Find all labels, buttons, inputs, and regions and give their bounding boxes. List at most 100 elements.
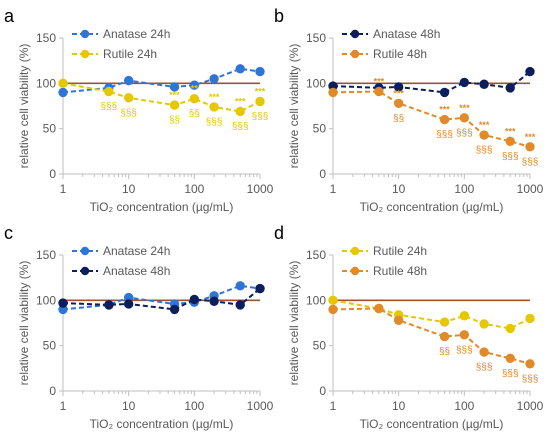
y-tick-label: 50 <box>43 122 57 136</box>
x-tick-label: 1 <box>330 399 337 413</box>
significance-sections: §§§ <box>232 121 249 132</box>
data-point <box>209 74 219 84</box>
data-point <box>479 347 489 357</box>
x-tick-label: 1 <box>330 182 337 196</box>
y-axis-title: relative cell viability (%) <box>287 44 301 169</box>
data-point <box>479 79 489 89</box>
legend-label: Anatase 24h <box>103 27 170 41</box>
data-point <box>189 80 200 90</box>
y-tick-label: 150 <box>306 31 326 45</box>
legend-marker <box>80 29 90 39</box>
data-point <box>58 78 68 89</box>
data-point <box>123 93 134 103</box>
data-point <box>525 142 535 152</box>
legend-marker <box>80 266 90 276</box>
data-point <box>374 303 384 314</box>
data-point <box>328 304 338 315</box>
x-axis-title: TiO₂ concentration (µg/mL) <box>360 200 504 214</box>
significance-sections: §§§ <box>476 145 493 156</box>
data-point <box>189 94 200 104</box>
legend-marker <box>350 29 360 39</box>
data-point <box>374 86 384 97</box>
y-tick-label: 50 <box>43 339 57 353</box>
legend-marker <box>350 246 360 256</box>
significance-sections: §§§ <box>502 151 519 162</box>
x-tick-label: 1000 <box>517 182 544 196</box>
significance-stars: *** <box>479 120 490 130</box>
y-tick-label: 150 <box>36 248 56 262</box>
x-tick-label: 100 <box>454 182 474 196</box>
significance-sections: §§§ <box>456 345 473 356</box>
significance-sections: §§ <box>393 113 404 124</box>
series-line <box>332 307 531 365</box>
y-tick-label: 50 <box>313 339 327 353</box>
significance-stars: ** <box>191 84 199 94</box>
significance-stars: *** <box>525 132 536 142</box>
significance-sections: §§§ <box>522 374 539 385</box>
x-tick-label: 10 <box>122 399 136 413</box>
series-line <box>62 287 261 311</box>
legend-label: Anatase 48h <box>373 27 440 41</box>
data-point <box>123 299 134 309</box>
data-point <box>459 311 470 321</box>
data-point <box>328 87 338 98</box>
data-point <box>235 64 245 74</box>
data-point <box>104 300 114 310</box>
data-point <box>209 102 219 112</box>
panel-label: b <box>274 6 284 26</box>
data-point <box>235 106 245 117</box>
data-point <box>104 86 114 97</box>
data-point <box>209 296 219 306</box>
data-point <box>123 75 134 86</box>
significance-sections: §§§ <box>101 101 118 112</box>
significance-stars: *** <box>505 126 516 136</box>
data-point <box>169 82 180 92</box>
y-axis-title: relative cell viability (%) <box>17 44 31 169</box>
y-axis-title: relative cell viability (%) <box>17 261 31 386</box>
legend-label: Rutile 48h <box>373 47 427 61</box>
data-point <box>393 98 404 108</box>
y-tick-label: 150 <box>36 31 56 45</box>
data-point <box>459 113 470 123</box>
y-tick-label: 100 <box>36 293 56 307</box>
y-tick-label: 0 <box>319 384 326 398</box>
significance-sections: §§§ <box>522 157 539 168</box>
y-tick-label: 0 <box>49 167 56 181</box>
panel-a: a 0 50 100 150 1 10 100 1000 TiO₂ concentration (… <box>4 6 274 214</box>
data-point <box>525 359 535 369</box>
significance-sections: §§ <box>189 109 200 120</box>
y-tick-label: 50 <box>313 122 327 136</box>
data-point <box>459 77 470 88</box>
legend-marker <box>350 266 360 276</box>
significance-sections: §§§ <box>120 108 137 119</box>
x-tick-label: 10 <box>392 182 406 196</box>
data-point <box>255 283 265 294</box>
data-point <box>439 114 450 125</box>
y-tick-label: 100 <box>306 76 326 90</box>
panel-label: c <box>4 223 13 243</box>
significance-sections: §§§ <box>476 362 493 373</box>
legend-label: Anatase 48h <box>103 264 170 278</box>
y-tick-label: 0 <box>319 167 326 181</box>
panel-label: d <box>274 223 284 243</box>
data-point <box>235 300 245 310</box>
significance-sections: §§§ <box>252 111 269 122</box>
panel-d: d 0 50 100 150 1 10 100 1000 TiO₂ concentration (… <box>274 223 544 431</box>
panel-b: b 0 50 100 150 1 10 100 1000 TiO₂ concentration (… <box>274 6 544 214</box>
significance-stars: *** <box>374 76 385 86</box>
legend-label: Rutile 48h <box>373 264 427 278</box>
x-tick-label: 100 <box>184 182 204 196</box>
significance-sections: §§§ <box>436 130 453 141</box>
significance-stars: *** <box>439 105 450 115</box>
legend-marker <box>80 246 90 256</box>
legend-label: Rutile 24h <box>373 244 427 258</box>
data-point <box>459 330 470 340</box>
data-point <box>58 87 68 98</box>
panel-c: c 0 50 100 150 1 10 100 1000 TiO₂ concentration (… <box>4 223 274 431</box>
x-tick-label: 1 <box>60 399 67 413</box>
x-tick-label: 1000 <box>247 182 274 196</box>
data-point <box>479 130 489 140</box>
significance-sections: §§ <box>439 347 450 358</box>
series-line <box>62 82 261 113</box>
